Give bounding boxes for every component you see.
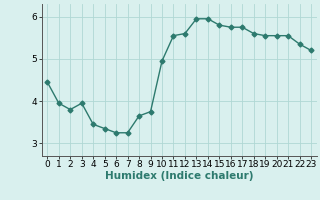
X-axis label: Humidex (Indice chaleur): Humidex (Indice chaleur) xyxy=(105,171,253,181)
